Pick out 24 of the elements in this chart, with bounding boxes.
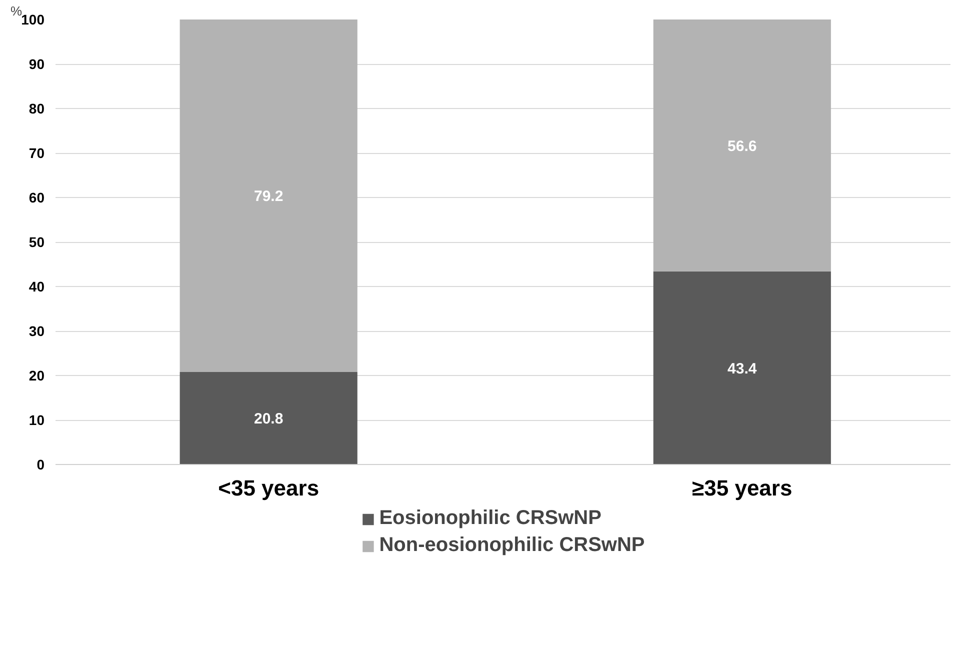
y-tick-label: 70	[28, 145, 45, 161]
y-tick-label: 40	[28, 278, 45, 294]
legend-label: Eosionophilic CRSwNP	[379, 507, 602, 530]
y-tick-label: 10	[28, 412, 45, 428]
bar	[180, 20, 358, 372]
data-label: 43.4	[728, 360, 758, 378]
data-label: 56.6	[728, 138, 757, 155]
y-tick-label: 20	[28, 368, 45, 384]
y-axis-title: %	[10, 4, 22, 18]
y-tick-label: 90	[28, 56, 45, 72]
bar	[653, 271, 831, 464]
x-tick-label: <35 years	[218, 476, 320, 500]
y-tick-label: 60	[28, 190, 45, 206]
y-tick-label: 0	[36, 456, 45, 472]
bar	[180, 372, 358, 464]
x-tick-label: ≥35 years	[692, 476, 792, 500]
y-tick-label: 30	[28, 323, 45, 339]
data-label: 79.2	[254, 188, 284, 206]
legend-label: Non-eosionophilic CRSwNP	[379, 534, 645, 557]
y-tick-label: 80	[28, 100, 45, 116]
y-tick-label: 50	[28, 234, 45, 250]
y-tick-label: 100	[21, 12, 45, 28]
bar	[653, 20, 831, 272]
data-label: 20.8	[254, 410, 284, 428]
